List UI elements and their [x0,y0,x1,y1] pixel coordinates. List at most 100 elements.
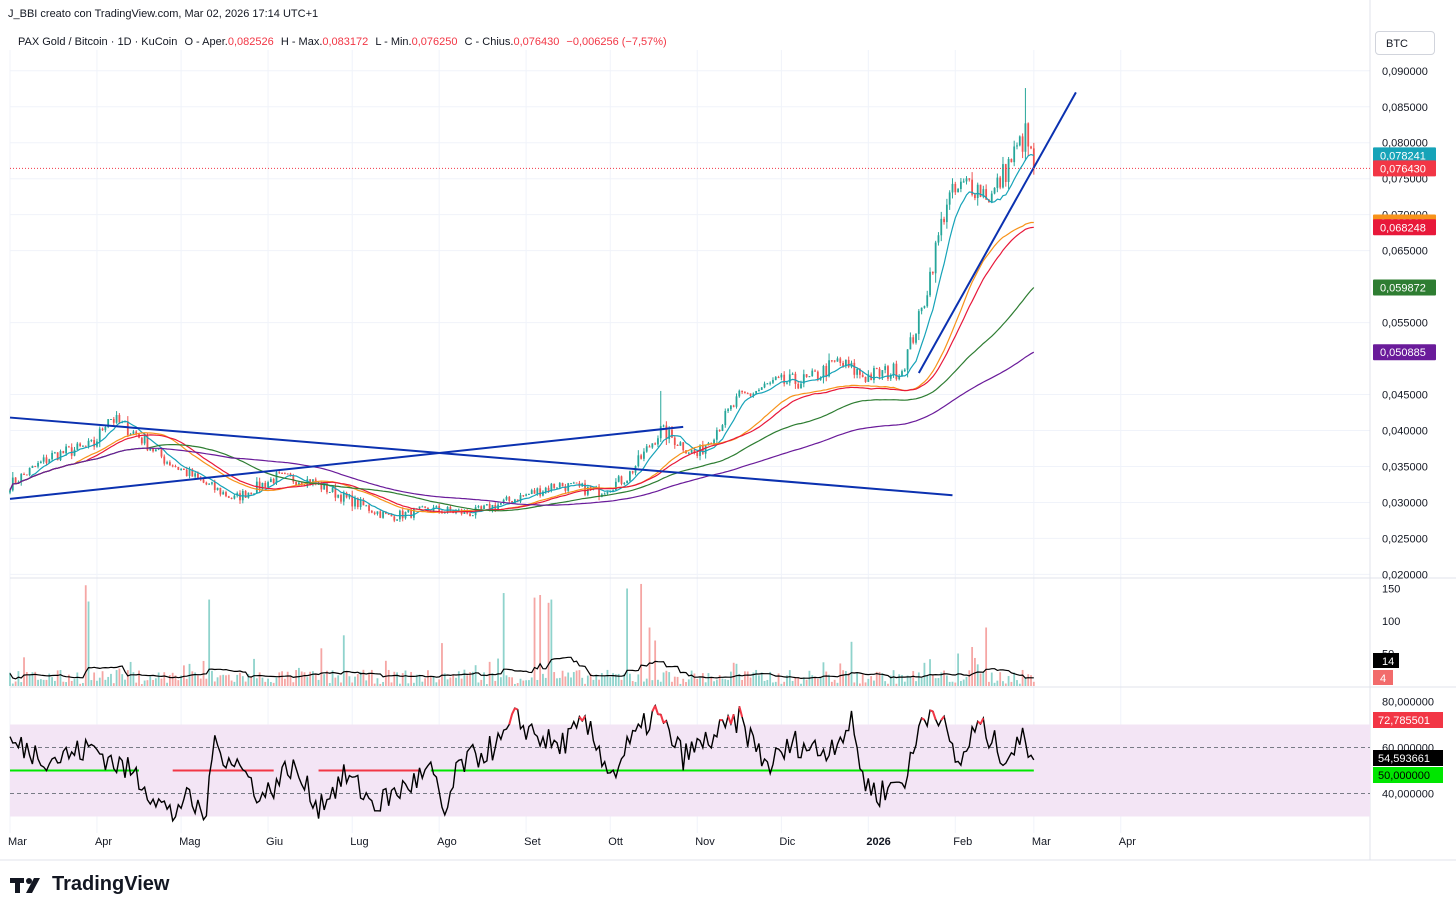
candle-body [45,457,48,463]
candle [945,198,948,229]
volume-bar [342,635,345,686]
volume-bar [219,675,222,686]
volume-bar [861,674,864,686]
volume-bar [606,669,609,686]
candle-body [732,405,735,407]
candle [629,470,631,483]
volume-bar [474,665,477,686]
candle-body [558,483,561,488]
volume-bar [275,677,278,686]
candle [575,482,578,484]
moving-average-line [9,226,1034,513]
candle-body [797,383,800,389]
candle-body [598,486,600,497]
volume-bar [11,683,14,686]
candle-body [1018,136,1021,146]
volume-bar [452,674,455,686]
volume-bar [241,676,244,686]
volume-bar [853,682,856,686]
candle [174,464,177,468]
candle-body [814,370,816,372]
currency-button[interactable]: BTC [1375,31,1435,55]
volume-bar [269,681,272,686]
volume-bar [609,677,612,686]
candle [763,381,766,389]
volume-bar [101,671,104,686]
candle-body [292,475,295,482]
legend-symbol[interactable]: PAX Gold / Bitcoin · 1D · KuCoin [18,36,178,48]
candle [328,491,331,493]
candle [163,454,166,466]
candle-body [536,488,539,494]
candle [982,185,985,199]
candle-body [715,430,718,440]
volume-bar [171,672,174,686]
volume-bar [687,679,690,686]
rsi-label-text: 72,785501 [1378,715,1430,727]
volume-bar [382,682,384,686]
volume-bar [9,672,11,686]
volume-bar [53,680,56,686]
volume-bar [225,675,227,686]
volume-bar [264,681,267,686]
candle [780,373,783,381]
volume-bar [982,672,985,686]
volume-bar [345,671,348,686]
candle [805,374,808,378]
volume-bar [429,676,432,686]
volume-bar [612,673,614,686]
candle-body [786,382,788,384]
candle [544,486,547,494]
volume-bar [404,670,407,686]
candle [839,356,842,367]
candle-body [937,235,940,243]
candle [112,417,115,426]
rsi-overbought-segment [929,709,934,713]
rsi-label-badge: 50,000000 [1373,767,1443,783]
candle [154,448,157,452]
volume-bar [1004,683,1007,686]
candle-body [272,479,275,484]
volume-bar [432,676,435,686]
volume-bar [718,675,721,686]
candle-body [1002,164,1004,188]
volume-bar [996,680,999,686]
price-label-badge: 0,076430 [1373,160,1436,177]
candle [331,486,334,493]
trendline [9,425,684,500]
volume-bar [286,671,289,686]
volume-bar [306,677,309,686]
candle [788,369,791,386]
volume-bar [533,597,536,686]
candle [418,506,421,510]
volume-bar [314,673,317,686]
candle-body [1013,146,1016,163]
volume-bar [129,661,132,686]
volume-bar [424,678,427,686]
candle-body [729,405,732,410]
candle [830,360,833,363]
candle-body [811,370,814,377]
candle [786,381,788,385]
candle [648,444,651,448]
volume-bar [160,678,163,686]
volume-bar [199,678,202,686]
rsi-label-bg [1373,750,1443,766]
candle-body [682,442,685,451]
price-tick-label: 0,035000 [1382,461,1428,473]
volume-bar [839,663,842,686]
candle [912,334,915,345]
candle-body [28,467,31,476]
candle-body [909,337,912,350]
price-label-text: 0,050885 [1380,347,1426,359]
volume-bar [844,670,847,686]
candle-body [227,496,230,498]
candle [1016,142,1018,150]
candle-body [662,425,665,427]
volume-bar [469,672,471,686]
candle [68,445,70,448]
volume-bar [261,677,264,686]
volume-bar [749,677,752,686]
price-tick-label: 0,090000 [1382,66,1428,78]
